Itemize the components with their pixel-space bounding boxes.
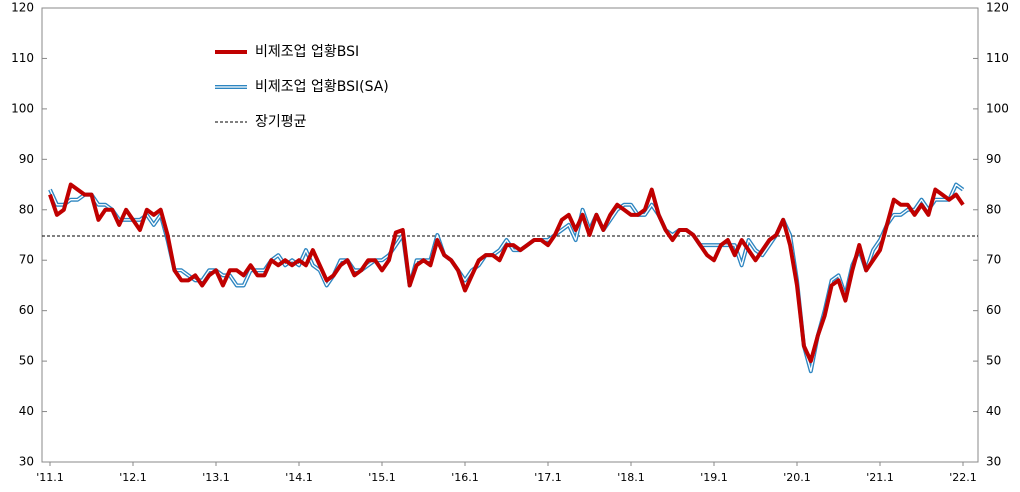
y-tick-label: 120 bbox=[11, 1, 34, 15]
y-tick-label: 70 bbox=[19, 253, 34, 267]
x-tick-label: '15.1 bbox=[368, 471, 396, 484]
x-tick-label: '13.1 bbox=[202, 471, 230, 484]
x-tick-label: '16.1 bbox=[451, 471, 479, 484]
y2-tick-label: 70 bbox=[986, 253, 1001, 267]
x-tick-label: '22.1 bbox=[949, 471, 977, 484]
y-tick-label: 90 bbox=[19, 152, 34, 166]
x-tick-label: '21.1 bbox=[866, 471, 894, 484]
legend-label: 비제조업 업황BSI(SA) bbox=[255, 79, 389, 95]
plot-frame bbox=[41, 7, 979, 463]
x-tick-label: '18.1 bbox=[617, 471, 645, 484]
x-tick-label: '19.1 bbox=[700, 471, 728, 484]
y-tick-label: 40 bbox=[19, 404, 34, 418]
line-inner bbox=[49, 183, 964, 372]
y-tick-label: 50 bbox=[19, 354, 34, 368]
y-tick-label: 110 bbox=[11, 51, 34, 65]
x-tick-label: '17.1 bbox=[534, 471, 562, 484]
y2-tick-label: 50 bbox=[986, 354, 1001, 368]
y-tick-label: 80 bbox=[19, 202, 34, 216]
y-tick-label: 30 bbox=[19, 455, 34, 469]
y2-tick-label: 100 bbox=[986, 101, 1009, 115]
y2-tick-label: 80 bbox=[986, 202, 1001, 216]
y2-tick-label: 110 bbox=[986, 51, 1009, 65]
x-tick-label: '14.1 bbox=[285, 471, 313, 484]
y2-tick-label: 30 bbox=[986, 455, 1001, 469]
y2-tick-label: 60 bbox=[986, 303, 1001, 317]
y2-tick-label: 90 bbox=[986, 152, 1001, 166]
legend-label: 비제조업 업황BSI bbox=[255, 44, 359, 60]
line bbox=[48, 182, 965, 374]
y-tick-label: 100 bbox=[11, 101, 34, 115]
y2-tick-label: 40 bbox=[986, 404, 1001, 418]
y-tick-label: 60 bbox=[19, 303, 34, 317]
line bbox=[48, 182, 965, 364]
x-tick-label: '20.1 bbox=[783, 471, 811, 484]
legend-label: 장기평균 bbox=[255, 114, 307, 130]
y2-tick-label: 120 bbox=[986, 1, 1009, 15]
x-tick-label: '11.1 bbox=[36, 471, 64, 484]
x-tick-label: '12.1 bbox=[119, 471, 147, 484]
